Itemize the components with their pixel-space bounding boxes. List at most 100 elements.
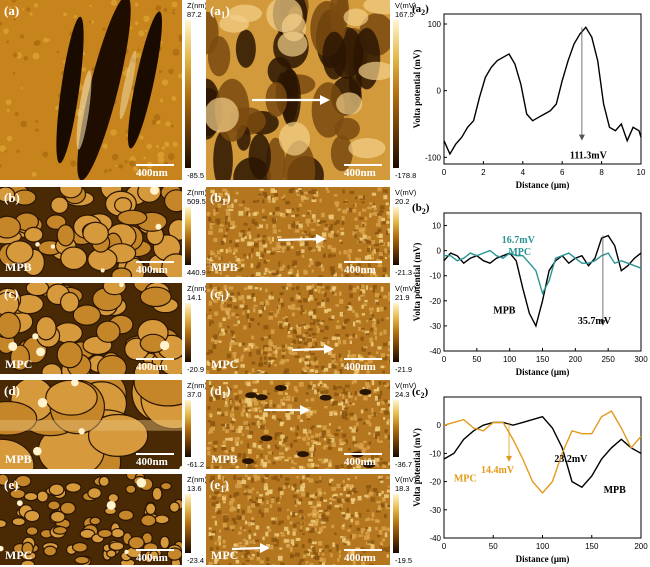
scan-arrow-b1-shaft <box>277 237 319 242</box>
plot-frame-0 <box>443 13 642 165</box>
colorbar-unit-a: Z(nm) <box>187 1 207 10</box>
afm-panel-c1: (c1) MPC 400nm V(mV)21.9 -21.9 <box>206 283 417 374</box>
y-tick-label-2: 0 <box>437 421 442 430</box>
colorbar-d <box>185 400 191 457</box>
sample-label-d1: MPB <box>211 452 238 466</box>
scale-bar-label-b: 400nm <box>136 264 168 276</box>
colorbar-max-a: 87.2 <box>187 10 202 19</box>
series-line-mpc <box>443 410 642 494</box>
colorbar-unit-a1: V(mV) <box>395 1 417 10</box>
afm-texture-a1 <box>206 0 390 180</box>
y-tick-label-1: -30 <box>429 322 441 331</box>
colorbar-unit-b: Z(nm) <box>187 188 207 197</box>
legend-label-mpc: MPC <box>508 247 531 258</box>
y-tick-label-1: -10 <box>429 272 441 281</box>
scan-arrow-e1-shaft <box>231 546 263 551</box>
scan-arrow-c1-shaft <box>291 347 327 352</box>
colorbar-c1 <box>393 303 399 362</box>
x-tick-label-2: 100 <box>536 542 550 551</box>
colorbar-a <box>185 20 191 168</box>
colorbar-min-b1: -21.3 <box>395 268 412 277</box>
colorbar-max-b: 509.5 <box>187 197 206 206</box>
x-tick-label-1: 150 <box>536 355 550 364</box>
scale-bar-label-e1: 400nm <box>344 552 376 564</box>
colorbar-min-a: -85.5 <box>187 171 204 180</box>
scan-arrow-d1-head <box>300 405 310 415</box>
chart-panel-label-2: (c2) <box>412 386 429 400</box>
x-axis-label-1: Distance (μm) <box>516 367 570 377</box>
colorbar-max-c1: 21.9 <box>395 293 410 302</box>
annotation-label-0: 111.3mV <box>570 151 608 162</box>
annotation-label-mpb: 23.2mV <box>554 454 588 465</box>
colorbar-min-d: -61.2 <box>187 460 204 469</box>
afm-panel-e: (e) MPC 400nm Z(nm)13.6 -23.4 <box>0 474 207 565</box>
y-tick-label-0: -100 <box>425 153 442 162</box>
particle-2 <box>77 0 131 180</box>
colorbar-unit-e1: V(mV) <box>395 475 417 484</box>
x-axis-label-0: Distance (μm) <box>516 180 570 190</box>
sample-label-d: MPB <box>5 452 32 466</box>
annotation-arrowhead-1 <box>599 319 606 326</box>
panel-label-b: (b) <box>4 190 20 205</box>
scan-arrow-c1-head <box>324 344 334 354</box>
x-tick-label-1: 300 <box>634 355 648 364</box>
colorbar-b <box>185 207 191 265</box>
x-tick-label-1: 100 <box>503 355 517 364</box>
colorbar-max-a1: 167.5 <box>395 10 414 19</box>
colorbar-e <box>185 494 191 553</box>
line-chart-2: 0 50 100 150 200 -40 -30 -20 -10 0 Distance (μm) Vo… <box>412 386 648 564</box>
afm-panel-b1: (b1) MPB 400nm V(mV)20.2 -21.3 <box>206 187 417 277</box>
line-chart-1: 0 50 100 150 200 250 300 -40 -30 -20 -10 0 10 Distanc… <box>412 202 648 377</box>
scan-arrow-a1-head <box>320 95 330 105</box>
annotation-label-mpc: 16.7mV <box>502 235 536 246</box>
panel-label-e1: (e1) <box>210 477 229 494</box>
panel-label-c1: (c1) <box>210 286 229 303</box>
afm-panel-a: (a) 400nm Z(nm)87.2 -85.5 <box>0 0 207 180</box>
colorbar-max-e1: 18.3 <box>395 484 410 493</box>
colorbar-max-e: 13.6 <box>187 484 202 493</box>
colorbar-unit-e: Z(nm) <box>187 475 207 484</box>
scale-bar-label-c: 400nm <box>136 361 168 373</box>
legend-label-mpb: MPB <box>604 485 627 496</box>
x-tick-label-1: 50 <box>472 355 481 364</box>
colorbar-min-b: 440.9 <box>187 268 206 277</box>
afm-texture-c <box>0 283 182 374</box>
afm-texture-b1 <box>206 187 390 277</box>
sample-label-c: MPC <box>5 357 32 371</box>
x-tick-label-0: 0 <box>442 168 447 177</box>
colorbar-unit-d1: V(mV) <box>395 381 417 390</box>
afm-panel-b: (b) MPB 400nm Z(nm)509.5 440.9 <box>0 187 207 277</box>
annotation-label-mpb: 35.7mV <box>578 316 612 327</box>
afm-texture-a <box>0 0 182 180</box>
colorbar-max-d1: 24.3 <box>395 390 410 399</box>
y-tick-label-1: -20 <box>429 297 441 306</box>
x-axis-label-2: Distance (μm) <box>516 554 570 564</box>
series-line-mpb <box>443 234 642 328</box>
sample-label-e1: MPC <box>211 548 238 562</box>
panel-label-c: (c) <box>4 286 18 301</box>
sample-label-b: MPB <box>5 260 32 274</box>
y-tick-label-0: 0 <box>437 87 442 96</box>
scale-bar-label-a1: 400nm <box>344 167 376 179</box>
legend-label-mpc: MPC <box>454 474 477 485</box>
annotation-arrowhead-2 <box>506 455 513 462</box>
y-tick-label-0: 100 <box>428 20 442 29</box>
x-tick-label-2: 50 <box>489 542 498 551</box>
afm-panel-e1: (e1) MPC 400nm V(mV)18.3 -19.5 <box>206 474 417 565</box>
sample-label-b1: MPB <box>211 260 238 274</box>
afm-texture-d <box>0 380 182 469</box>
colorbar-unit-c: Z(nm) <box>187 284 207 293</box>
x-tick-label-2: 150 <box>585 542 599 551</box>
x-tick-label-0: 2 <box>481 168 486 177</box>
colorbar-min-c1: -21.9 <box>395 365 412 374</box>
colorbar-unit-b1: V(mV) <box>395 188 417 197</box>
scale-bar-label-e: 400nm <box>136 552 168 564</box>
panel-label-a1: (a1) <box>210 3 230 20</box>
panel-label-d1: (d1) <box>210 383 230 400</box>
colorbar-c <box>185 303 191 362</box>
y-tick-label-2: -20 <box>429 478 441 487</box>
x-tick-label-0: 10 <box>637 168 646 177</box>
y-tick-label-2: -30 <box>429 506 441 515</box>
scale-bar-label-d1: 400nm <box>344 456 376 468</box>
